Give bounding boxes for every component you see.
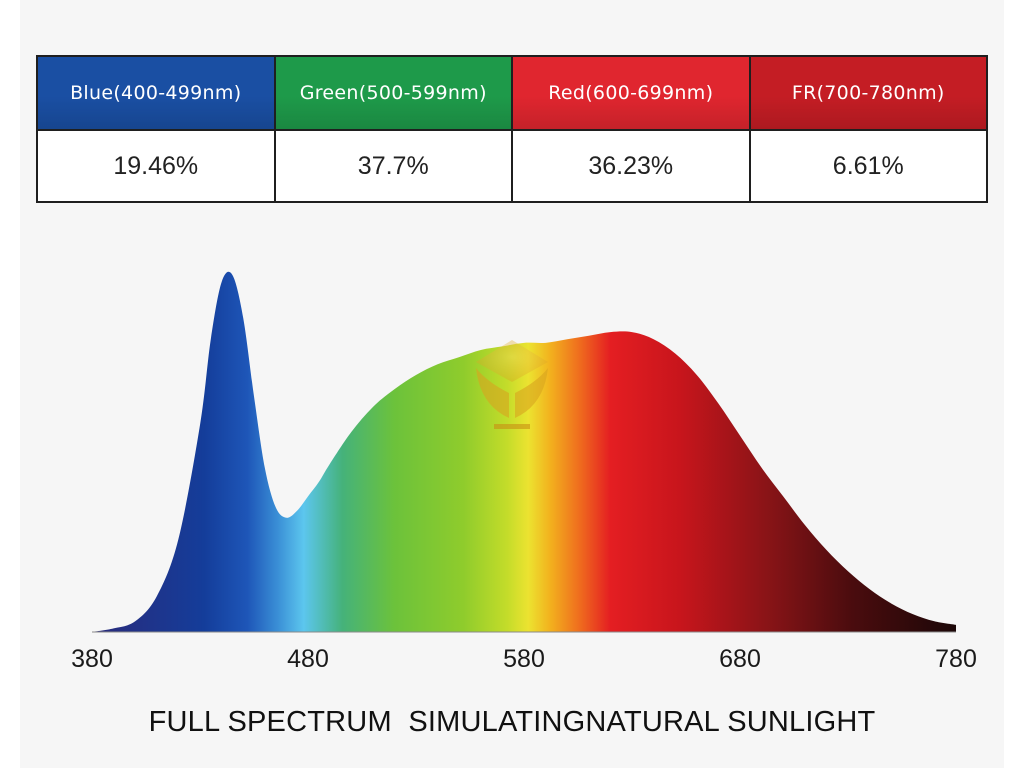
spectrum-area (92, 271, 956, 632)
band-header-far-red: FR(700-780nm) (748, 55, 988, 131)
x-tick-label: 480 (287, 645, 329, 673)
band-value-green: 37.7% (273, 129, 513, 203)
band-header-red: Red(600-699nm) (511, 55, 751, 131)
logo-diamond-shape (476, 340, 548, 382)
band-value-far-red: 6.61% (748, 129, 988, 203)
band-value-row: 19.46% 37.7% 36.23% 6.61% (36, 129, 988, 203)
logo-left-leaf (476, 368, 509, 418)
band-header-green: Green(500-599nm) (273, 55, 513, 131)
logo-right-leaf (515, 368, 548, 418)
x-axis-tick-labels: 380 480 580 680 780 (71, 645, 977, 673)
band-value-red: 36.23% (511, 129, 751, 203)
logo-base (494, 424, 530, 429)
watermark-logo (476, 340, 548, 429)
band-header-blue: Blue(400-499nm) (36, 55, 276, 131)
x-tick-label: 680 (719, 645, 761, 673)
band-value-blue: 19.46% (36, 129, 276, 203)
spectrum-band-table: Blue(400-499nm) Green(500-599nm) Red(600… (36, 55, 988, 203)
chart-caption: FULL SPECTRUM SIMULATINGNATURAL SUNLIGHT (148, 706, 876, 738)
band-header-row: Blue(400-499nm) Green(500-599nm) Red(600… (36, 55, 988, 131)
x-tick-label: 780 (935, 645, 977, 673)
x-tick-label: 580 (503, 645, 545, 673)
x-tick-label: 380 (71, 645, 113, 673)
